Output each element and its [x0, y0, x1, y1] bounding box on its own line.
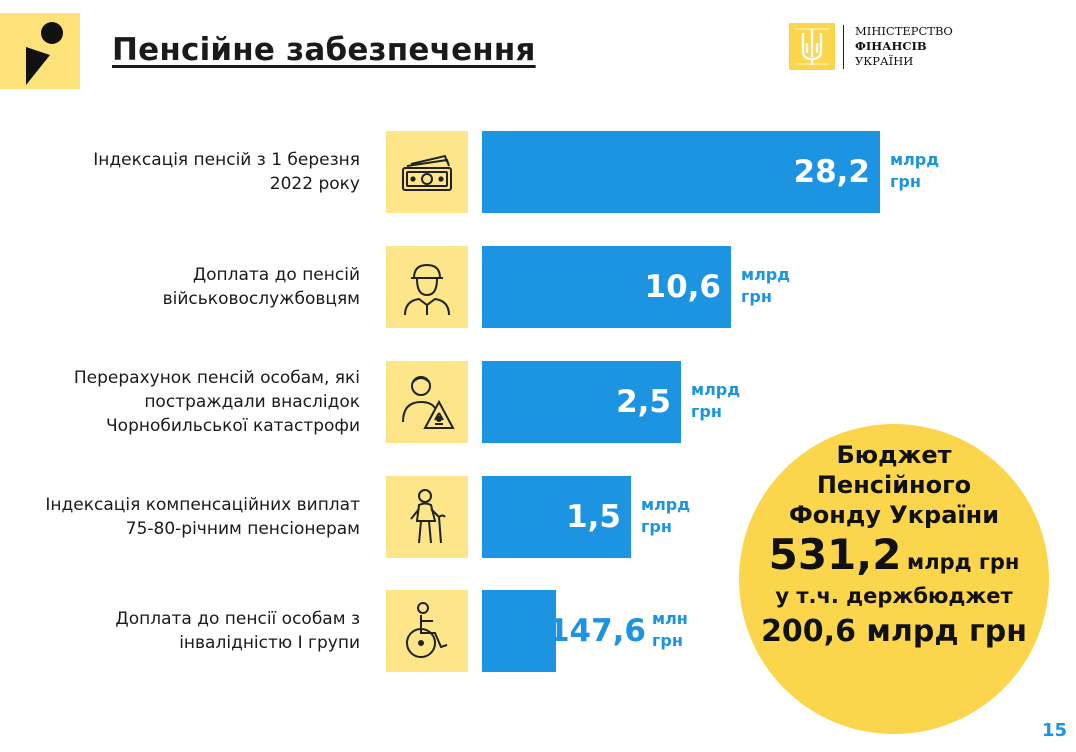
ministry-line-3: УКРАЇНИ: [855, 54, 914, 68]
row-label-line: Індексація компенсаційних виплат: [45, 495, 360, 515]
budget-title-line-3: Фонду України: [788, 501, 1000, 529]
bar-unit-line: грн: [691, 402, 722, 421]
bar-unit-label: млрд грн: [691, 379, 761, 423]
row-label-line: військовослужбовцям: [162, 289, 360, 309]
brand-logo-icon: [26, 22, 63, 85]
bar-unit-label: млрд грн: [890, 149, 960, 193]
row-label-line: постраждали внаслідок: [144, 392, 360, 412]
bar: [482, 131, 880, 213]
bar-unit-line: млрд: [741, 265, 791, 284]
row-label: Доплата до пенсій військовослужбовцям: [0, 263, 360, 311]
row-label: Доплата до пенсії особам з інвалідністю І…: [0, 607, 360, 655]
bar: [482, 246, 731, 328]
soldier-icon: [386, 246, 468, 328]
row-label-line: Перерахунок пенсій особам, які: [73, 368, 360, 388]
bar: [482, 590, 556, 672]
row-label-line: Доплата до пенсії особам з: [115, 609, 360, 629]
bar-unit-line: грн: [741, 287, 772, 306]
budget-circle: Бюджет Пенсійного Фонду України 531,2 мл…: [739, 424, 1049, 734]
row-label: Індексація компенсаційних виплат 75-80-рі…: [0, 493, 360, 541]
state-budget-label: у т.ч. держбюджет: [775, 584, 1013, 608]
budget-title-line-2: Пенсійного: [816, 471, 972, 499]
bar: [482, 476, 631, 558]
row-label-line: 75-80-річним пенсіонерам: [125, 519, 360, 539]
budget-amount: 531,2 млрд грн: [739, 530, 1049, 579]
row-label-line: Доплата до пенсій: [192, 265, 360, 285]
bar-value-label: 1,5: [566, 499, 621, 535]
bar-value-label: 28,2: [793, 154, 871, 190]
ministry-line-1: МІНІСТЕРСТВО: [855, 24, 953, 38]
bar-value-label: 147,6: [547, 613, 646, 649]
row-label-line: Індексація пенсій з 1 березня: [93, 150, 360, 170]
budget-amount-value: 531,2: [768, 530, 902, 579]
bar-unit-label: млрд грн: [641, 494, 711, 538]
bar-unit-line: млн: [652, 609, 688, 628]
state-budget-amount: 200,6 млрд грн: [761, 614, 1027, 649]
ministry-name: МІНІСТЕРСТВО ФІНАНСІВ УКРАЇНИ: [855, 24, 953, 69]
budget-amount-unit: млрд грн: [907, 550, 1020, 574]
ministry-line-2: ФІНАНСІВ: [855, 39, 927, 53]
row-label: Індексація пенсій з 1 березня 2022 року: [0, 148, 360, 196]
radiation-person-icon: [386, 361, 468, 443]
budget-title-line-1: Бюджет: [836, 441, 952, 469]
bar-value-label: 10,6: [644, 269, 722, 305]
row-label-line: Чорнобильської катастрофи: [106, 416, 360, 436]
bar-unit-line: млрд: [890, 150, 940, 169]
bar: [482, 361, 681, 443]
bar-unit-line: грн: [890, 172, 921, 191]
bar-unit-label: млн грн: [652, 608, 722, 652]
bar-unit-line: грн: [652, 631, 683, 650]
brand-logo: [0, 13, 80, 89]
row-label: Перерахунок пенсій особам, які постраждал…: [0, 366, 360, 438]
money-icon: [386, 131, 468, 213]
ministry-divider: [843, 25, 844, 69]
bar-unit-line: грн: [641, 517, 672, 536]
row-label-line: інвалідністю І групи: [179, 633, 360, 653]
budget-title: Бюджет Пенсійного Фонду України: [739, 440, 1049, 530]
page-number: 15: [1042, 720, 1068, 741]
elderly-person-icon: [386, 476, 468, 558]
page-title: Пенсійне забезпечення: [112, 32, 536, 68]
bar-unit-line: млрд: [691, 380, 741, 399]
bar-value-label: 2,5: [616, 384, 671, 420]
bar-unit-label: млрд грн: [741, 264, 811, 308]
bar-unit-line: млрд: [641, 495, 691, 514]
row-label-line: 2022 року: [269, 174, 360, 194]
wheelchair-icon: [386, 590, 468, 672]
trident-emblem-icon: [789, 23, 835, 70]
